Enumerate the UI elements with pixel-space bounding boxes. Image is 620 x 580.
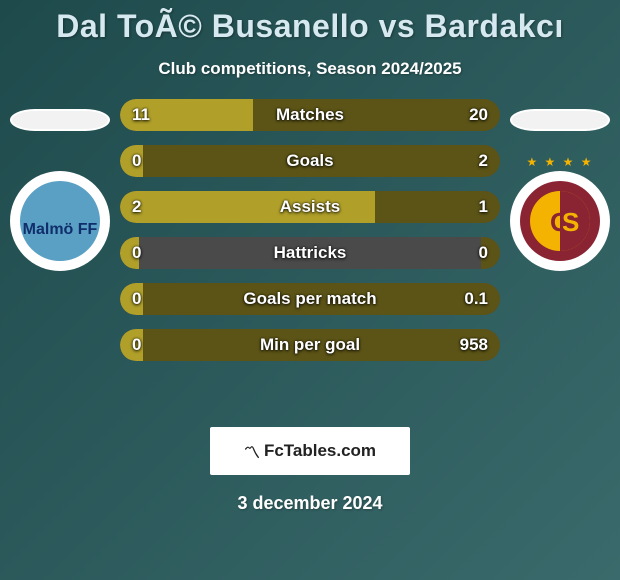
date-label: 3 december 2024: [0, 493, 620, 514]
page-title: Dal ToÃ© Busanello vs Bardakcı: [0, 0, 620, 45]
right-team-column: G S ★ ★ ★ ★: [500, 109, 620, 271]
stat-value-right: 2: [479, 145, 488, 177]
stat-label: Goals per match: [120, 283, 500, 315]
left-team-logo: Malmö FF: [10, 171, 110, 271]
stat-value-left: 0: [132, 237, 141, 269]
stat-value-right: 20: [469, 99, 488, 131]
content-area: Malmö FF G S ★ ★ ★ ★ Matches1120Goals02A…: [0, 109, 620, 409]
right-team-logo-inner: G S: [520, 181, 600, 261]
stat-label: Matches: [120, 99, 500, 131]
stat-row: Matches11 20: [120, 99, 500, 131]
stat-row: Goals per match0 0.1: [120, 283, 500, 315]
stat-value-left: 11: [132, 99, 150, 131]
svg-text:S: S: [562, 207, 579, 237]
gs-stars-icon: ★ ★ ★ ★: [510, 155, 610, 169]
stat-label: Min per goal: [120, 329, 500, 361]
stat-value-right: 1: [479, 191, 488, 223]
left-team-logo-text: Malmö FF: [10, 221, 110, 239]
right-flag-icon: [510, 109, 610, 131]
stat-row: Hattricks0 0: [120, 237, 500, 269]
stat-row: Assists2 1: [120, 191, 500, 223]
stat-label: Assists: [120, 191, 500, 223]
stat-value-left: 2: [132, 191, 141, 223]
stat-value-left: 0: [132, 145, 141, 177]
stat-value-left: 0: [132, 283, 141, 315]
comparison-card: Dal ToÃ© Busanello vs Bardakcı Club comp…: [0, 0, 620, 580]
subtitle: Club competitions, Season 2024/2025: [0, 59, 620, 79]
stat-value-right: 0.1: [464, 283, 488, 315]
right-team-logo: G S ★ ★ ★ ★: [510, 171, 610, 271]
stat-label: Goals: [120, 145, 500, 177]
stat-row: Goals0 2: [120, 145, 500, 177]
stats-bars: Matches1120Goals02Assists21Hattricks00Go…: [120, 99, 500, 361]
fctables-badge: 〽 FcTables.com: [210, 427, 410, 475]
stat-label: Hattricks: [120, 237, 500, 269]
stat-value-right: 0: [479, 237, 488, 269]
gs-logo-svg: G S: [520, 181, 600, 261]
stat-row: Min per goal0 958: [120, 329, 500, 361]
stat-value-right: 958: [460, 329, 488, 361]
left-flag-icon: [10, 109, 110, 131]
fctables-icon: 〽: [244, 439, 260, 463]
fctables-text: FcTables.com: [264, 441, 376, 461]
left-team-column: Malmö FF: [0, 109, 120, 271]
stat-value-left: 0: [132, 329, 141, 361]
